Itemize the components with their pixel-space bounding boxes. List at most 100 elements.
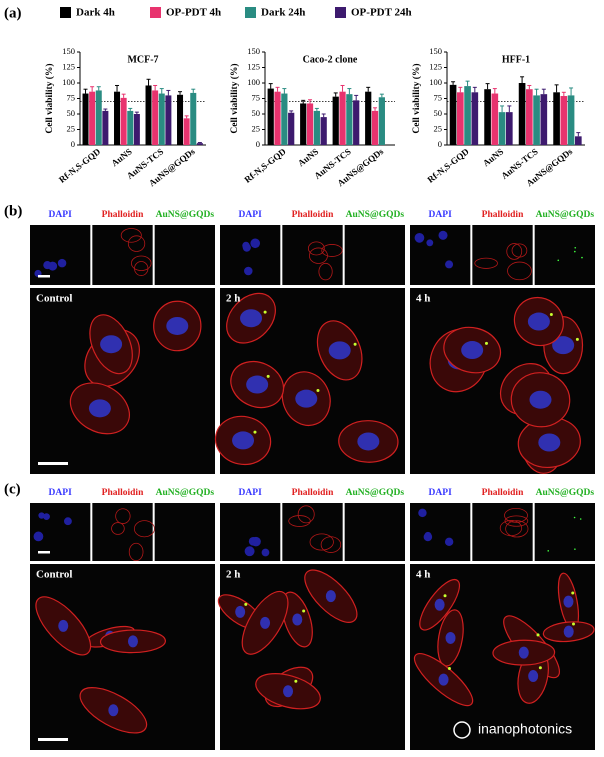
- particle: [443, 594, 447, 598]
- time-label: Control: [36, 569, 72, 581]
- x-tick-label: AuNS: [296, 146, 320, 168]
- cell: [504, 515, 529, 527]
- channel-label: Phalloidin: [482, 210, 524, 220]
- nucleus: [232, 431, 255, 450]
- particle: [557, 259, 560, 262]
- image-tile: [344, 503, 405, 561]
- bar: [567, 95, 575, 145]
- bar: [267, 88, 274, 145]
- panel-label: (a): [4, 5, 22, 21]
- watermark: inanophotonics: [478, 721, 572, 737]
- image-tile: [154, 225, 215, 285]
- particle: [244, 602, 248, 606]
- nucleus: [438, 230, 448, 240]
- nucleus: [33, 531, 44, 542]
- legend-label: Dark 4h: [76, 7, 115, 19]
- bar: [114, 91, 121, 145]
- nucleus: [445, 260, 454, 269]
- y-tick-label: 75: [67, 92, 76, 102]
- time-label: Control: [36, 293, 72, 305]
- cell: [133, 520, 155, 538]
- y-tick-label: 25: [67, 123, 76, 133]
- y-tick-label: 150: [429, 46, 442, 56]
- nucleus: [538, 433, 561, 452]
- bar: [533, 95, 540, 145]
- image-tile: [534, 225, 595, 285]
- chart-title: MCF-7: [127, 54, 158, 65]
- nucleus: [48, 261, 58, 271]
- y-axis-label: Cell viability (%): [411, 63, 422, 133]
- image-tile: [472, 225, 533, 285]
- bar: [560, 96, 568, 145]
- nucleus: [43, 513, 50, 521]
- nucleus: [527, 312, 550, 331]
- bar: [471, 92, 479, 145]
- bar: [449, 84, 457, 145]
- cell: [120, 228, 142, 243]
- x-tick-label: Rf-N,S-GQD: [242, 146, 288, 185]
- nucleus: [438, 673, 449, 686]
- cell: [320, 536, 342, 553]
- y-tick-label: 25: [252, 123, 261, 133]
- y-tick-label: 150: [247, 46, 260, 56]
- nucleus: [246, 375, 269, 394]
- y-tick-label: 75: [252, 92, 261, 102]
- particle: [573, 516, 576, 519]
- bar: [353, 100, 360, 145]
- bar: [526, 89, 533, 145]
- bar: [371, 110, 379, 145]
- cell: [128, 542, 144, 562]
- cell: [504, 507, 528, 523]
- image-tile: [92, 225, 153, 285]
- bar: [95, 90, 102, 145]
- particle: [353, 342, 357, 346]
- image-tile: [92, 503, 153, 561]
- channel-label: Phalloidin: [102, 210, 144, 220]
- bar: [183, 118, 190, 145]
- watermark-icon: [453, 721, 471, 739]
- chart-title: Caco-2 clone: [303, 54, 358, 65]
- bar: [89, 91, 96, 145]
- nucleus: [461, 341, 484, 360]
- bar: [300, 103, 307, 145]
- bar: [332, 96, 339, 145]
- nucleus: [57, 258, 67, 268]
- channel-label: DAPI: [239, 210, 263, 220]
- cell: [505, 520, 529, 538]
- panel-label: (b): [4, 203, 22, 219]
- legend-label: OP-PDT 24h: [351, 7, 412, 19]
- channel-label: AuNS@GQDs: [346, 210, 405, 220]
- legend-swatch: [335, 7, 346, 18]
- nucleus: [283, 685, 294, 698]
- channel-label: Phalloidin: [292, 488, 334, 498]
- y-tick-label: 0: [438, 139, 442, 149]
- nucleus: [529, 390, 552, 409]
- bar: [177, 94, 184, 145]
- channel-label: Phalloidin: [102, 488, 144, 498]
- channel-label: AuNS@GQDs: [156, 210, 215, 220]
- channel-label: Phalloidin: [292, 210, 334, 220]
- cell: [111, 522, 125, 535]
- nucleus: [108, 704, 119, 717]
- bar: [165, 95, 172, 145]
- channel-label: Phalloidin: [482, 488, 524, 498]
- nucleus: [166, 316, 189, 335]
- particle: [447, 666, 451, 670]
- chart-title: HFF-1: [502, 54, 530, 65]
- nucleus: [244, 266, 253, 276]
- image-tile: [534, 503, 595, 561]
- cell: [127, 235, 146, 252]
- bar: [457, 92, 464, 145]
- particle: [579, 518, 582, 520]
- nucleus: [242, 243, 251, 252]
- nucleus: [563, 595, 574, 608]
- bar: [120, 97, 127, 145]
- bar: [313, 110, 320, 145]
- y-tick-label: 0: [71, 139, 75, 149]
- bar: [274, 91, 281, 145]
- y-tick-label: 125: [247, 61, 260, 71]
- bar: [281, 93, 288, 145]
- particle: [266, 374, 270, 378]
- bar: [127, 110, 134, 145]
- nucleus: [434, 598, 445, 611]
